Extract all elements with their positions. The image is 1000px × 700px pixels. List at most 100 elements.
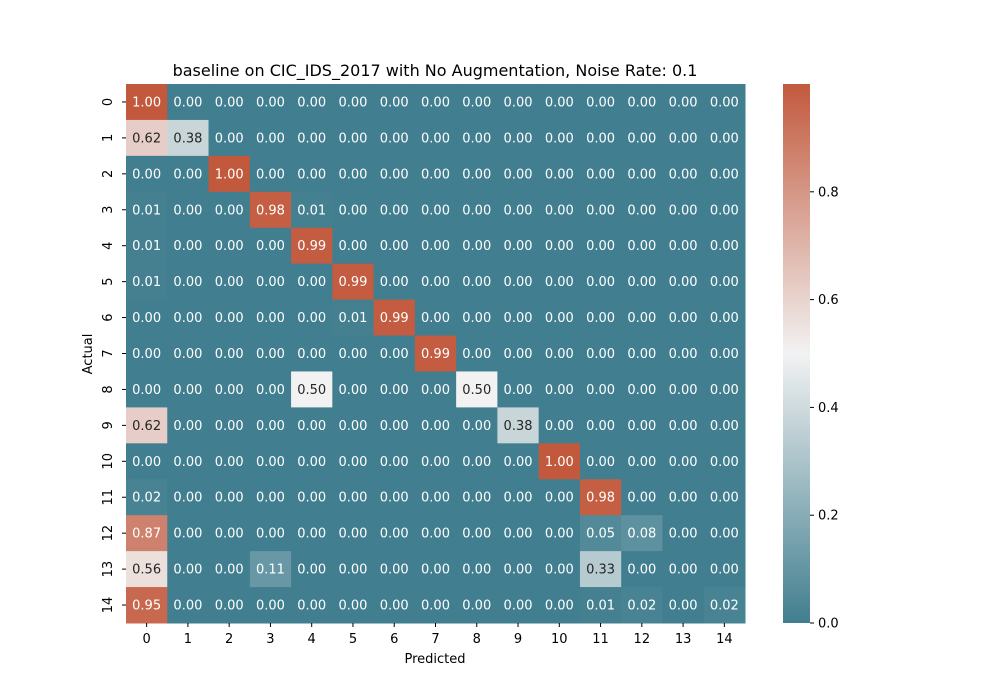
cell-value-label: 0.00	[545, 491, 574, 506]
cell-value-label: 0.00	[421, 455, 450, 470]
cell-value-label: 0.00	[338, 131, 367, 146]
cell-value-label: 0.00	[380, 347, 409, 362]
cell-value-label: 0.00	[669, 95, 698, 110]
x-axis-label: Predicted	[404, 652, 465, 667]
cell-value-label: 0.00	[545, 563, 574, 578]
heatmap-cell	[579, 119, 622, 157]
heatmap-cell	[249, 263, 292, 301]
heatmap-cell-labels: 1.00 0.00 0.00 0.00 0.00 0.00 0.00 0.00 0.00 0.00…	[132, 95, 739, 613]
heatmap-cell	[249, 335, 292, 372]
heatmap-cell	[291, 335, 333, 372]
cell-value-label: 0.00	[297, 95, 326, 110]
cell-value-label: 0.00	[710, 419, 739, 434]
cell-value-label: 0.00	[586, 131, 615, 146]
cell-value-label: 0.50	[297, 383, 326, 398]
cell-value-label: 0.01	[338, 311, 367, 326]
heatmap-cell	[373, 551, 416, 588]
cell-value-label: 0.00	[173, 167, 202, 182]
heatmap-cell	[332, 371, 375, 408]
cell-value-label: 0.00	[669, 527, 698, 542]
heatmap-cell	[579, 155, 622, 193]
heatmap-cell	[291, 191, 333, 229]
x-tick-label: 8	[473, 632, 481, 647]
cell-value-label: 0.00	[173, 419, 202, 434]
heatmap-cell	[249, 443, 292, 480]
heatmap-cell	[414, 443, 457, 480]
cell-value-label: 0.00	[421, 419, 450, 434]
heatmap-cell	[703, 479, 746, 516]
cell-value-label: 0.00	[545, 95, 574, 110]
heatmap-cell	[538, 263, 581, 301]
heatmap-cell	[167, 587, 210, 624]
cell-value-label: 0.00	[627, 311, 656, 326]
cell-value-label: 0.00	[132, 347, 161, 362]
heatmap-cell	[621, 335, 663, 372]
cell-value-label: 0.00	[380, 455, 409, 470]
x-tick-label: 0	[142, 632, 150, 647]
y-tick-label: 1	[101, 134, 116, 142]
cell-value-label: 0.00	[627, 275, 656, 290]
heatmap-cell	[456, 371, 498, 408]
cell-value-label: 0.00	[338, 563, 367, 578]
heatmap-cell	[167, 551, 210, 588]
heatmap-cell	[126, 479, 168, 516]
cell-value-label: 0.00	[710, 455, 739, 470]
cell-value-label: 0.98	[256, 203, 285, 218]
cell-value-label: 0.00	[338, 239, 367, 254]
heatmap-cell	[414, 515, 457, 552]
cell-value-label: 0.62	[132, 419, 161, 434]
cell-value-label: 1.00	[215, 167, 244, 182]
heatmap-cell	[579, 263, 622, 301]
cell-value-label: 1.00	[132, 95, 161, 110]
cell-value-label: 0.00	[421, 167, 450, 182]
cell-value-label: 0.00	[256, 347, 285, 362]
heatmap-cell	[497, 191, 540, 229]
cell-value-label: 0.00	[462, 491, 491, 506]
cell-value-label: 0.00	[256, 275, 285, 290]
cell-value-label: 0.00	[627, 347, 656, 362]
y-tick-label: 10	[101, 453, 116, 470]
heatmap-cell	[167, 515, 210, 552]
heatmap-cell	[332, 227, 375, 265]
y-tick-label: 7	[101, 349, 116, 357]
y-tick-label: 8	[101, 385, 116, 393]
cell-value-label: 0.62	[132, 131, 161, 146]
heatmap-cell	[621, 371, 663, 408]
cell-value-label: 0.00	[462, 275, 491, 290]
heatmap-cell	[662, 227, 705, 265]
colorbar-tick-label: 0.4	[818, 401, 839, 416]
cell-value-label: 0.00	[545, 419, 574, 434]
cell-value-label: 0.00	[297, 275, 326, 290]
cell-value-label: 0.00	[627, 167, 656, 182]
heatmap-cell	[167, 407, 210, 444]
cell-value-label: 0.00	[421, 527, 450, 542]
cell-value-label: 0.00	[504, 455, 533, 470]
cell-value-label: 0.99	[421, 347, 450, 362]
heatmap-cell	[414, 407, 457, 444]
heatmap-cell	[579, 335, 622, 372]
cell-value-label: 0.00	[338, 383, 367, 398]
heatmap-cell	[579, 371, 622, 408]
cell-value-label: 0.00	[338, 419, 367, 434]
cell-value-label: 0.00	[215, 419, 244, 434]
cell-value-label: 0.00	[215, 563, 244, 578]
cell-value-label: 0.05	[586, 527, 615, 542]
cell-value-label: 0.33	[586, 563, 615, 578]
heatmap-cell	[456, 84, 498, 121]
x-tick-label: 14	[716, 632, 733, 647]
heatmap-cell	[249, 227, 292, 265]
heatmap-cell	[456, 515, 498, 552]
x-tick-label: 12	[634, 632, 651, 647]
heatmap-cell	[332, 84, 375, 121]
y-tick-label: 6	[101, 313, 116, 321]
y-tick-label: 5	[101, 277, 116, 285]
cell-value-label: 0.00	[421, 275, 450, 290]
cell-value-label: 0.00	[545, 239, 574, 254]
heatmap-cell	[456, 479, 498, 516]
heatmap-cell	[373, 515, 416, 552]
cell-value-label: 0.38	[504, 419, 533, 434]
heatmap-cell	[208, 587, 251, 624]
heatmap-cell	[249, 191, 292, 229]
heatmap-cell	[621, 407, 663, 444]
cell-value-label: 0.02	[710, 599, 739, 614]
